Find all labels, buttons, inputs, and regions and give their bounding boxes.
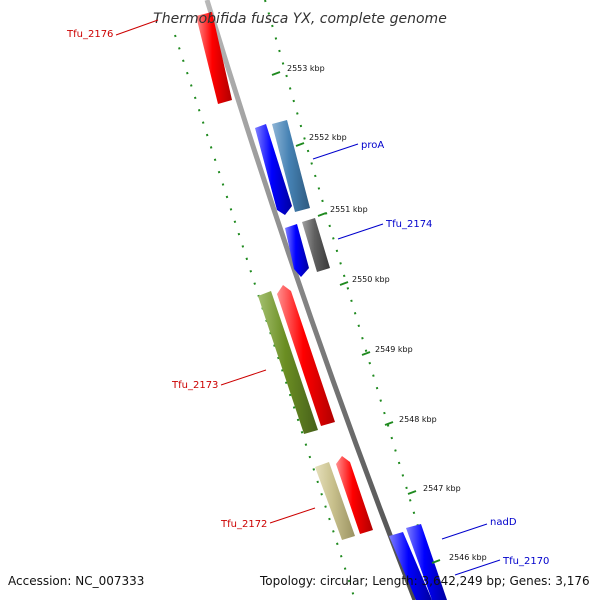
outer-tick-ring bbox=[264, 0, 441, 600]
accession-label: Accession: NC_007333 bbox=[8, 574, 145, 588]
label-leader-line bbox=[115, 19, 159, 36]
gene-feature[interactable] bbox=[389, 532, 432, 600]
gene-label-tfu-2173[interactable]: Tfu_2173 bbox=[171, 380, 218, 391]
gene-feature[interactable] bbox=[315, 462, 355, 540]
tick-mark bbox=[431, 559, 441, 564]
tick-label: 2550 kbp bbox=[352, 275, 390, 284]
label-leader-line bbox=[454, 559, 501, 576]
gene-feature[interactable] bbox=[196, 12, 232, 104]
label-leader-line bbox=[441, 523, 488, 540]
label-leader-line bbox=[312, 143, 359, 160]
gene-feature[interactable] bbox=[406, 524, 447, 600]
gene-feature[interactable] bbox=[258, 291, 318, 434]
tick-mark bbox=[339, 281, 349, 286]
tick-mark bbox=[271, 71, 281, 76]
gene-label-tfu-2174[interactable]: Tfu_2174 bbox=[385, 219, 432, 230]
inner-tick-ring bbox=[174, 34, 356, 600]
label-leader-line bbox=[337, 223, 384, 240]
tick-label: 2552 kbp bbox=[309, 133, 347, 142]
tick-mark bbox=[361, 351, 371, 356]
tick-mark bbox=[407, 490, 417, 495]
tick-label: 2549 kbp bbox=[375, 345, 413, 354]
genome-stats: Topology: circular; Length: 3,642,249 bp… bbox=[260, 574, 590, 588]
gene-feature[interactable] bbox=[277, 285, 335, 426]
gene-label-nadd[interactable]: nadD bbox=[490, 517, 517, 528]
tick-label: 2553 kbp bbox=[287, 64, 325, 73]
gene-feature[interactable] bbox=[302, 218, 330, 272]
gene-feature[interactable] bbox=[272, 120, 310, 212]
gene-feature[interactable] bbox=[336, 456, 373, 534]
tick-label: 2548 kbp bbox=[399, 415, 437, 424]
tick-mark bbox=[384, 421, 394, 426]
gene-feature[interactable] bbox=[285, 224, 309, 277]
tick-mark bbox=[317, 212, 327, 217]
tick-label: 2551 kbp bbox=[330, 205, 368, 214]
genome-backbone bbox=[204, 0, 418, 600]
gene-label-tfu-2176[interactable]: Tfu_2176 bbox=[66, 29, 113, 40]
gene-label-tfu-2170[interactable]: Tfu_2170 bbox=[502, 556, 549, 567]
gene-label-tfu-2172[interactable]: Tfu_2172 bbox=[220, 519, 267, 530]
gene-feature[interactable] bbox=[255, 124, 292, 215]
gene-label-proa[interactable]: proA bbox=[361, 140, 384, 151]
tick-mark bbox=[295, 142, 305, 147]
tick-label: 2547 kbp bbox=[423, 484, 461, 493]
map-title: Thermobifida fusca YX, complete genome bbox=[153, 11, 447, 27]
label-leader-line bbox=[269, 507, 316, 524]
label-leader-line bbox=[220, 369, 267, 386]
tick-label: 2546 kbp bbox=[449, 553, 487, 562]
